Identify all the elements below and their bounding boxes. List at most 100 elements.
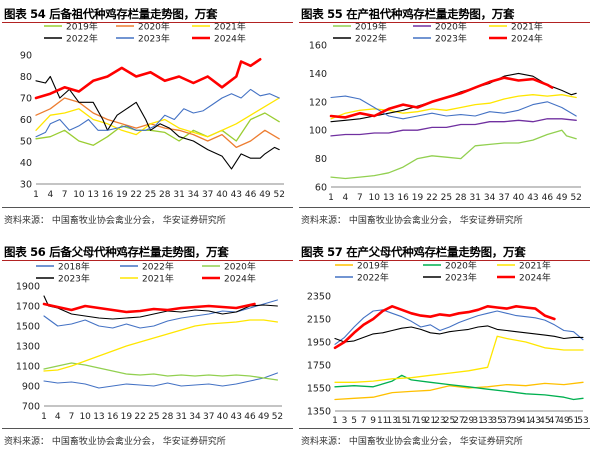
- x-tick-label: 4: [47, 190, 53, 200]
- x-tick-label: 46: [245, 190, 257, 200]
- legend-label: 2019年: [355, 21, 387, 33]
- series-line-2023年: [35, 88, 280, 138]
- legend-label: 2021年: [511, 21, 543, 33]
- x-tick-label: 52: [274, 190, 285, 200]
- source-note: 资料来源： 中国畜牧业协会禽业分会， 华安证券研究所: [301, 216, 523, 226]
- y-tick-label: 60: [315, 183, 327, 194]
- x-tick-label: 46: [244, 412, 256, 422]
- legend-label: 2020年: [445, 260, 477, 272]
- series-line-2021年: [35, 97, 280, 138]
- series-line-2018年: [43, 372, 278, 389]
- x-tick-label: 22: [130, 190, 141, 200]
- x-tick-label: 49: [258, 412, 270, 422]
- source-note: 资料来源： 中国畜牧业协会禽业分会， 华安证券研究所: [4, 216, 226, 226]
- x-tick-label: 37: [203, 412, 214, 422]
- x-tick-label: 37: [501, 416, 512, 426]
- source-rule: [299, 428, 590, 429]
- y-tick-label: 100: [309, 126, 327, 137]
- legend-label: 2023年: [138, 33, 170, 45]
- y-tick-label: 1300: [16, 342, 40, 353]
- series-line-2024年: [34, 58, 262, 100]
- x-tick-label: 17: [406, 416, 417, 426]
- x-tick-label: 43: [527, 193, 538, 203]
- x-tick-label: 7: [357, 193, 363, 203]
- x-tick-label: 25: [148, 412, 159, 422]
- y-tick-label: 80: [20, 72, 32, 83]
- y-tick-label: 1350: [307, 407, 331, 418]
- x-tick-label: 40: [216, 190, 228, 200]
- y-tick-label: 900: [22, 382, 40, 393]
- x-tick-label: 39: [511, 416, 523, 426]
- y-tick-label: 700: [22, 402, 40, 413]
- y-tick-label: 2150: [307, 315, 331, 326]
- x-tick-label: 16: [397, 193, 409, 203]
- series-line-2020年: [330, 118, 577, 137]
- y-tick-label: 30: [20, 180, 32, 191]
- x-tick-label: 34: [188, 190, 200, 200]
- chart-title: 图表 57 在产父母代种鸡存栏量走势图，万套: [301, 245, 526, 259]
- y-tick-label: 1700: [16, 302, 40, 313]
- x-tick-label: 45: [539, 416, 550, 426]
- legend-label: 2018年: [58, 261, 90, 273]
- series-line-2019年: [334, 381, 584, 401]
- legend-label: 2019年: [357, 260, 389, 272]
- x-tick-label: 1: [328, 193, 334, 203]
- x-tick-label: 27: [453, 416, 464, 426]
- title-rule: [2, 22, 293, 23]
- x-tick-label: 10: [73, 190, 85, 200]
- x-tick-label: 47: [549, 416, 560, 426]
- source-rule: [299, 207, 590, 208]
- chart-panel-55: 图表 55 在产祖代种鸡存栏量走势图，万套 60 80 100 120 140 160 1 4…: [297, 0, 594, 231]
- legend-label: 2020年: [138, 21, 170, 33]
- source-note: 资料来源： 中国畜牧业协会禽业分会， 华安证券研究所: [301, 437, 523, 447]
- y-tick-label: 60: [20, 115, 32, 126]
- series-line-2020年: [334, 374, 584, 401]
- x-tick-label: 28: [159, 190, 171, 200]
- y-tick-label: 80: [315, 154, 327, 165]
- x-tick-label: 43: [231, 190, 242, 200]
- x-tick-label: 37: [498, 193, 509, 203]
- x-tick-label: 21: [425, 416, 436, 426]
- x-tick-label: 10: [79, 412, 91, 422]
- chart-panel-56: 图表 56 后备父母代种鸡存栏量走势图，万套 700 900 1100 1300 150…: [0, 238, 297, 469]
- x-tick-label: 25: [145, 190, 156, 200]
- x-tick-label: 40: [513, 193, 525, 203]
- y-tick-label: 2350: [307, 292, 331, 303]
- legend-label: 2021年: [214, 21, 246, 33]
- source-rule: [2, 428, 293, 429]
- legend-label: 2019年: [66, 21, 98, 33]
- series-line-2019年: [330, 129, 577, 180]
- x-tick-label: 7: [69, 412, 75, 422]
- x-tick-label: 11: [377, 416, 388, 426]
- chart-panel-57: 图表 57 在产父母代种鸡存栏量走势图，万套 1350 1550 1750 1950 2…: [297, 238, 594, 469]
- legend-label: 2023年: [58, 273, 90, 285]
- chart-title: 图表 56 后备父母代种鸡存栏量走势图，万套: [4, 245, 229, 259]
- x-tick-label: 37: [202, 190, 213, 200]
- y-tick-label: 160: [309, 41, 327, 52]
- series-line-2021年: [334, 335, 584, 383]
- y-tick-label: 1500: [16, 322, 40, 333]
- x-tick-label: 13: [387, 416, 398, 426]
- y-tick-label: 120: [309, 97, 327, 108]
- source-note: 资料来源： 中国畜牧业协会禽业分会， 华安证券研究所: [4, 437, 226, 447]
- x-tick-label: 4: [55, 412, 61, 422]
- x-tick-label: 31: [470, 193, 481, 203]
- x-tick-label: 33: [482, 416, 493, 426]
- x-tick-label: 31: [173, 190, 184, 200]
- series-line-2023年: [330, 95, 577, 120]
- y-tick-label: 40: [20, 158, 32, 169]
- x-tick-label: 1: [41, 412, 47, 422]
- y-tick-label: 1950: [307, 338, 331, 349]
- legend-label: 2024年: [519, 272, 551, 284]
- legend-label: 2020年: [224, 261, 256, 273]
- legend-label: 2022年: [66, 33, 98, 45]
- x-tick-label: 7: [62, 190, 68, 200]
- x-tick-label: 43: [231, 412, 242, 422]
- x-tick-label: 46: [542, 193, 554, 203]
- x-tick-label: 19: [116, 190, 128, 200]
- x-tick-label: 3: [342, 416, 348, 426]
- x-tick-label: 19: [415, 416, 427, 426]
- series-line-2024年: [333, 305, 556, 350]
- y-tick-label: 90: [20, 51, 32, 62]
- chart-title: 图表 54 后备祖代种鸡存栏量走势图，万套: [4, 7, 218, 21]
